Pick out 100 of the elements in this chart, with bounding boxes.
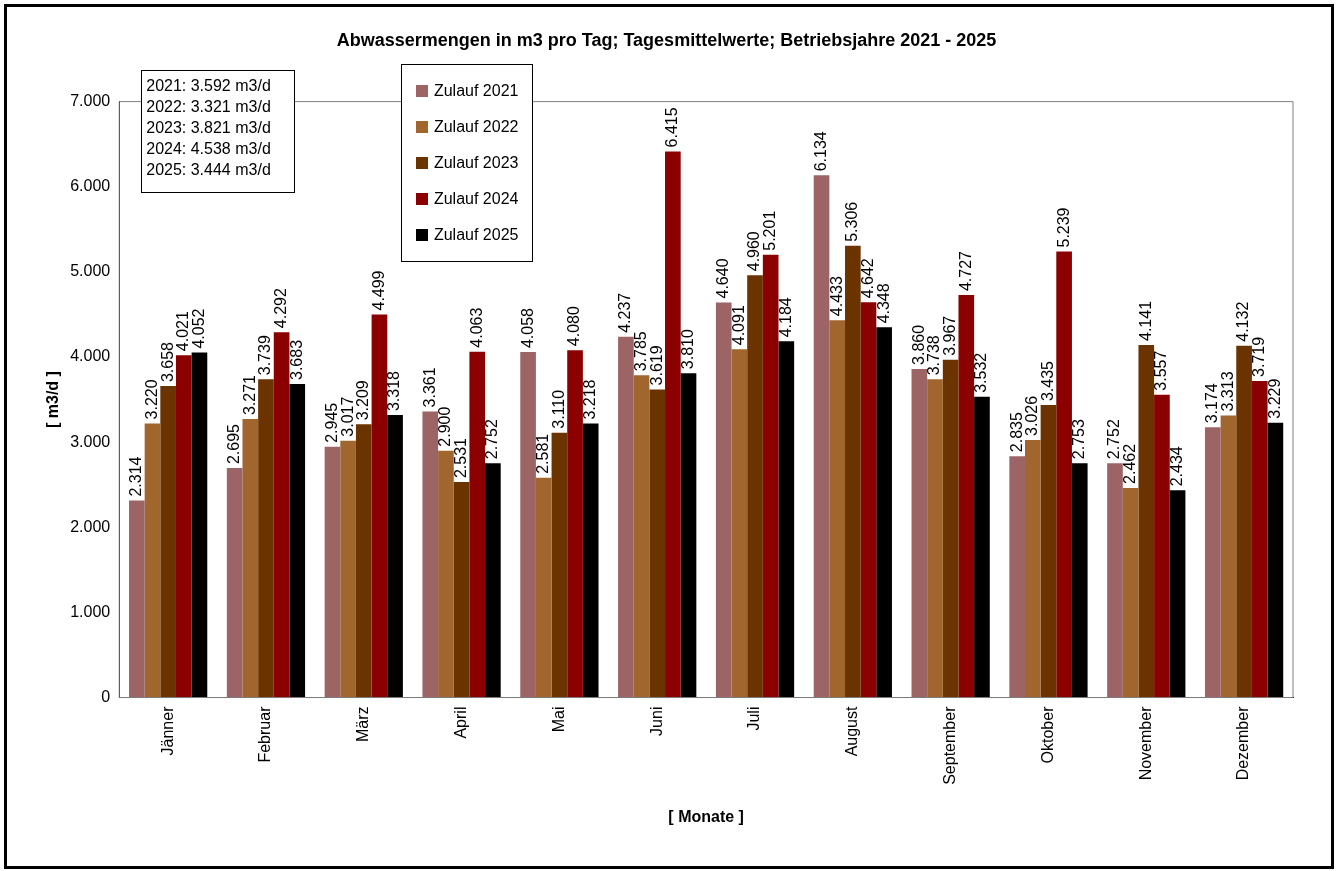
data-label: 3.967	[941, 315, 959, 356]
data-label: 4.727	[956, 250, 974, 292]
bar	[860, 302, 877, 698]
data-label: 3.110	[549, 389, 567, 429]
data-label: 4.021	[174, 311, 192, 352]
bar	[1169, 490, 1186, 698]
x-tick-label: August	[843, 705, 861, 757]
bar	[422, 411, 439, 698]
bar	[974, 396, 990, 698]
bar	[1251, 380, 1268, 698]
bar	[144, 423, 161, 698]
bar	[340, 440, 356, 698]
bar	[1267, 422, 1284, 698]
data-label: 3.719	[1250, 336, 1268, 377]
y-tick-label: 4.000	[70, 347, 111, 365]
x-tick-label: Mai	[549, 706, 567, 733]
y-axis-title: [ m3/d ]	[44, 371, 62, 429]
y-tick-label: 3.000	[70, 432, 111, 450]
y-tick-label: 1.000	[70, 602, 111, 620]
legend-label: Zulauf 2024	[433, 189, 519, 208]
bar	[845, 245, 861, 698]
data-label: 2.531	[451, 437, 469, 479]
bar	[911, 368, 928, 698]
bar	[680, 373, 697, 698]
bar	[371, 314, 388, 698]
bar	[387, 415, 403, 698]
data-label: 5.306	[843, 201, 861, 242]
data-label: 3.220	[142, 379, 160, 420]
data-label: 4.184	[776, 297, 794, 338]
bar	[649, 389, 666, 698]
data-label: 4.499	[369, 270, 387, 311]
bar	[582, 423, 599, 698]
legend-label: Zulauf 2022	[433, 117, 519, 136]
data-label: 2.900	[436, 406, 454, 447]
bar	[324, 446, 341, 698]
bar	[258, 379, 274, 698]
y-tick-label: 0	[101, 687, 111, 705]
data-label: 3.017	[338, 396, 356, 437]
y-tick-label: 7.000	[70, 92, 111, 110]
bar	[438, 450, 454, 698]
x-tick-label: Jänner	[158, 705, 176, 756]
data-label: 3.739	[256, 335, 274, 376]
bar	[762, 254, 779, 698]
data-label: 2.581	[534, 433, 552, 474]
data-label: 4.058	[518, 307, 536, 349]
legend-label: Zulauf 2021	[433, 81, 519, 100]
data-label: 2.945	[322, 402, 340, 443]
data-label: 3.738	[925, 335, 943, 376]
bar	[1220, 415, 1237, 698]
bar	[535, 477, 552, 698]
data-label: 6.134	[811, 131, 829, 172]
x-tick-label: Februar	[256, 705, 274, 763]
data-label: 3.174	[1203, 383, 1221, 424]
bar	[1138, 345, 1155, 698]
bar	[813, 175, 830, 698]
data-label: 3.658	[158, 341, 176, 383]
data-label: 3.810	[678, 329, 696, 370]
bar	[469, 351, 486, 698]
bar	[618, 336, 634, 698]
data-label: 3.271	[240, 374, 258, 416]
bar	[289, 383, 306, 698]
data-label: 3.619	[647, 345, 665, 386]
bar	[191, 352, 208, 698]
bar	[1056, 251, 1072, 698]
x-axis-title: [ Monate ]	[668, 807, 744, 825]
bar	[551, 432, 568, 698]
y-tick-label: 2.000	[70, 517, 111, 535]
bar	[485, 463, 501, 698]
data-label: 4.063	[467, 307, 485, 348]
bar	[927, 379, 943, 698]
data-label: 4.052	[189, 308, 207, 349]
data-label: 5.239	[1054, 207, 1072, 248]
x-tick-label: April	[451, 706, 469, 739]
bar	[1071, 463, 1088, 698]
x-tick-label: Dezember	[1234, 705, 1252, 781]
bar	[1107, 463, 1123, 698]
data-label: 4.080	[565, 306, 583, 347]
bar	[747, 275, 763, 698]
x-tick-label: Juni	[647, 706, 665, 736]
bar	[129, 500, 145, 698]
data-label: 2.314	[127, 456, 145, 497]
bar	[160, 386, 176, 698]
data-label: 3.683	[287, 339, 305, 380]
legend-label: Zulauf 2023	[433, 153, 519, 172]
data-label: 6.415	[663, 107, 681, 148]
data-label: 2.462	[1121, 443, 1139, 484]
data-label: 2.753	[1070, 419, 1088, 460]
bar	[829, 320, 846, 698]
x-tick-label: Oktober	[1038, 705, 1056, 764]
data-label: 3.209	[354, 380, 372, 421]
data-label: 3.318	[385, 370, 403, 412]
data-label: 3.026	[1023, 395, 1041, 436]
data-label: 5.201	[761, 210, 779, 251]
bar	[1154, 394, 1170, 698]
data-label: 3.229	[1265, 378, 1283, 419]
data-label: 4.292	[272, 288, 290, 329]
bar	[1040, 405, 1057, 698]
data-label: 4.433	[827, 276, 845, 317]
bar	[355, 424, 372, 698]
data-label: 4.237	[616, 292, 634, 333]
